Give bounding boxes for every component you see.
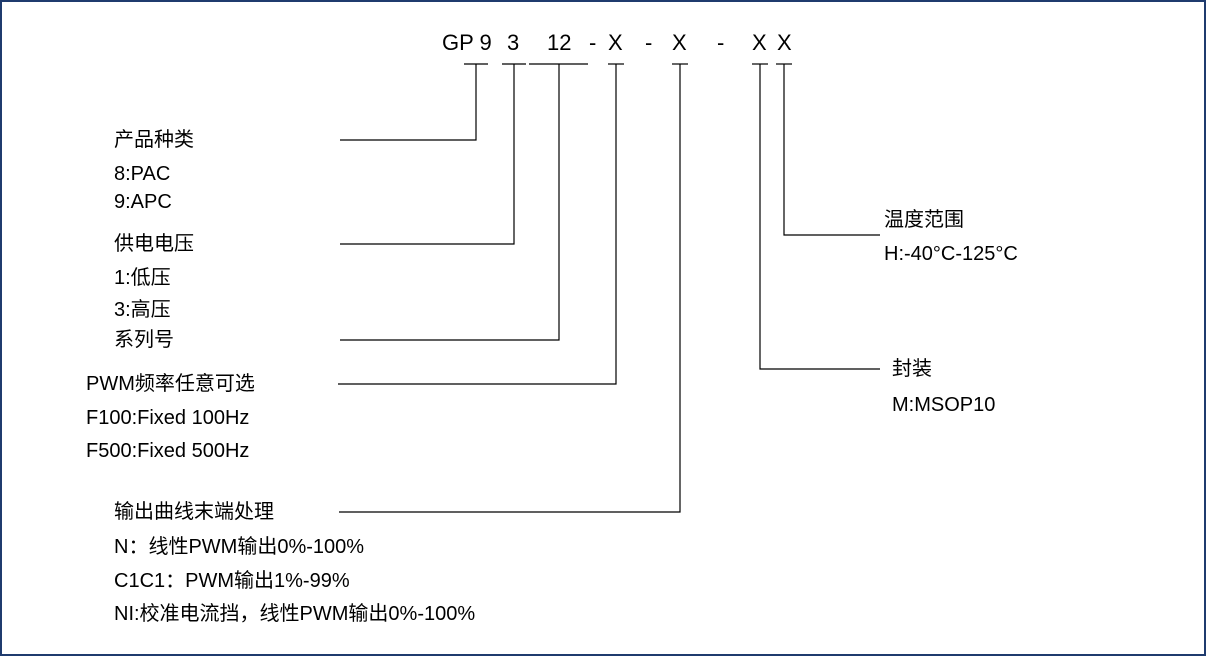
temperature-option: H:-40°C-125°C bbox=[884, 243, 1018, 265]
output-curve-title: 输出曲线末端处理 bbox=[114, 501, 274, 523]
output-curve-option: N：线性PWM输出0%-100% bbox=[114, 536, 365, 558]
code-separator-1: - bbox=[589, 30, 597, 55]
code-part-gp9: GP 9 bbox=[442, 30, 492, 55]
supply-voltage-option: 3:高压 bbox=[114, 299, 171, 321]
output-curve-option: NI:校准电流挡，线性PWM输出0%-100% bbox=[114, 603, 476, 625]
supply-voltage-title: 供电电压 bbox=[114, 233, 194, 255]
connector-temperature-path bbox=[783, 64, 880, 236]
connector-supply-voltage-path bbox=[340, 64, 515, 245]
product-type-option: 8:PAC bbox=[114, 163, 171, 185]
code-part-pwm: X bbox=[608, 30, 623, 55]
code-part-voltage: 3 bbox=[507, 30, 520, 55]
product-type-title: 产品种类 bbox=[114, 129, 194, 151]
connector-pwm-frequency-path bbox=[338, 64, 617, 385]
pwm-frequency-option: F500:Fixed 500Hz bbox=[86, 440, 250, 462]
connector-package-path bbox=[759, 64, 880, 370]
pwm-frequency-title: PWM频率任意可选 bbox=[86, 373, 255, 395]
series-title: 系列号 bbox=[114, 329, 174, 351]
connector-output-curve-path bbox=[339, 64, 681, 513]
package-title: 封装 bbox=[892, 358, 932, 380]
pwm-frequency-option: F100:Fixed 100Hz bbox=[86, 407, 250, 429]
connector-series-path bbox=[340, 64, 560, 341]
code-separator-2: - bbox=[645, 30, 653, 55]
package-option: M:MSOP10 bbox=[892, 394, 996, 416]
code-part-package: X bbox=[752, 30, 767, 55]
code-part-series: 12 bbox=[547, 30, 572, 55]
supply-voltage-option: 1:低压 bbox=[114, 267, 171, 289]
temperature-title: 温度范围 bbox=[884, 209, 964, 231]
output-curve-option: C1C1：PWM输出1%-99% bbox=[114, 570, 350, 592]
code-part-output: X bbox=[672, 30, 687, 55]
code-part-temperature: X bbox=[777, 30, 792, 55]
code-separator-3: - bbox=[717, 30, 725, 55]
product-type-option: 9:APC bbox=[114, 191, 172, 213]
connector-product-type-path bbox=[340, 64, 477, 141]
